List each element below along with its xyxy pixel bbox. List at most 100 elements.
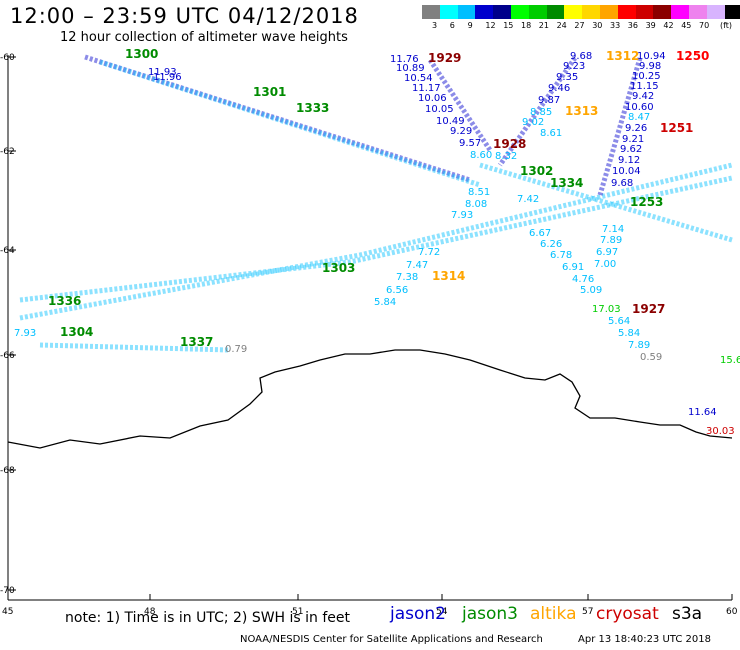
wave-height-value: 9.35 [556, 72, 578, 83]
pass-time-label: 1336 [48, 294, 81, 308]
pass-time-label: 1302 [520, 164, 553, 178]
wave-height-value: 6.26 [540, 239, 562, 250]
pass-time-label: 1314 [432, 269, 465, 283]
pass-time-label: 1253 [630, 195, 663, 209]
wave-height-value: 7.47 [406, 260, 428, 271]
lat-label: -60 [0, 53, 15, 63]
pass-time-label: 1333 [296, 101, 329, 115]
wave-height-value: 9.21 [622, 134, 644, 145]
pass-time-label: 1927 [632, 302, 665, 316]
legend-swatch [546, 5, 565, 19]
wave-height-value: 10.54 [404, 73, 433, 84]
wave-height-value: 6.91 [562, 262, 584, 273]
pass-time-label: 1250 [676, 49, 709, 63]
wave-height-value: 4.76 [572, 274, 594, 285]
wave-height-value: 6.97 [596, 247, 618, 258]
legend-unit: (ft) [720, 21, 733, 30]
wave-height-value: 7.14 [602, 224, 624, 235]
legend-swatch [564, 5, 583, 19]
pass-time-label: 1928 [493, 137, 526, 151]
wave-height-value: 8.51 [468, 187, 490, 198]
satellite-track [84, 54, 471, 183]
legend-swatch [493, 5, 511, 19]
wave-height-value: 5.09 [580, 285, 602, 296]
satellite-track [19, 162, 733, 321]
legend-swatch [653, 5, 672, 19]
wave-height-value: 10.25 [632, 71, 661, 82]
lon-label: 51 [292, 607, 303, 617]
wave-height-value: 11.76 [390, 54, 419, 65]
wave-height-value: 9.46 [548, 83, 570, 94]
legend-swatch [582, 5, 600, 19]
legend-number: 21 [538, 21, 549, 30]
legend-number: 6 [449, 21, 455, 30]
legend-number: 33 [610, 21, 621, 30]
wave-height-value: 10.06 [418, 93, 447, 104]
wave-height-value: 9.98 [639, 61, 661, 72]
satellite-track [99, 59, 481, 188]
lon-label: 60 [726, 607, 738, 617]
wave-height-value: 9.68 [611, 178, 633, 189]
lat-label: -70 [0, 586, 15, 596]
wave-height-value: 6.56 [386, 285, 408, 296]
wave-height-value: 15.6 [720, 355, 740, 366]
wave-height-value: 11.15 [630, 81, 659, 92]
credit-date: Apr 13 18:40:23 UTC 2018 [578, 634, 711, 645]
wave-height-value: 5.84 [618, 328, 640, 339]
lon-label: 45 [2, 607, 13, 617]
legend-number: 15 [503, 21, 514, 30]
wave-height-value: 9.62 [620, 144, 642, 155]
wave-height-value: 10.94 [637, 51, 666, 62]
wave-height-value: 10.89 [396, 63, 425, 74]
map-subtitle: 12 hour collection of altimeter wave hei… [60, 30, 348, 45]
pass-time-label: 1929 [428, 51, 461, 65]
lon-label: 54 [436, 607, 448, 617]
pass-time-label: 1312 [606, 49, 639, 63]
legend-number: 27 [574, 21, 585, 30]
wave-height-value: 8.60 [470, 150, 492, 161]
color-legend [422, 5, 740, 19]
lon-label: 48 [144, 607, 156, 617]
legend-number: 18 [521, 21, 532, 30]
wave-height-value: 9.29 [450, 126, 472, 137]
wave-height-value: 7.89 [600, 235, 622, 246]
lon-label: 57 [582, 607, 593, 617]
satellite-name: cryosat [596, 604, 659, 624]
wave-height-value: 7.42 [517, 194, 539, 205]
legend-number: 42 [663, 21, 674, 30]
legend-swatch [510, 5, 529, 19]
wave-height-value: 9.12 [618, 155, 640, 166]
pass-time-label: 1301 [253, 85, 286, 99]
legend-swatch [635, 5, 654, 19]
wave-height-value: 9.42 [632, 91, 654, 102]
wave-height-value: 9.02 [522, 117, 544, 128]
pass-time-label: 1313 [565, 104, 598, 118]
wave-height-value: 11.17 [412, 83, 441, 94]
wave-height-value: 9.68 [570, 51, 592, 62]
legend-number: 39 [645, 21, 656, 30]
wave-height-value: 9.26 [625, 123, 647, 134]
legend-swatch [528, 5, 547, 19]
wave-height-value: 9.87 [538, 95, 560, 106]
wave-height-value: 7.93 [14, 328, 36, 339]
wave-height-value: 0.79 [225, 344, 247, 355]
pass-time-label: 1304 [60, 325, 93, 339]
wave-height-value: 11.64 [688, 407, 717, 418]
wave-height-value: 0.59 [640, 352, 662, 363]
satellite-name: s3a [672, 604, 703, 624]
legend-swatch [724, 5, 740, 19]
wave-height-value: 11.93 [148, 67, 177, 78]
pass-time-label: 1303 [322, 261, 355, 275]
lat-label: -66 [0, 351, 15, 361]
wave-height-value: 10.04 [612, 166, 641, 177]
satellite-track [39, 342, 231, 353]
legend-number: 12 [485, 21, 496, 30]
pass-time-label: 1300 [125, 47, 158, 61]
wave-height-value: 8.47 [628, 112, 650, 123]
lat-label: -68 [0, 466, 15, 476]
legend-swatch [706, 5, 725, 19]
wave-height-value: 5.84 [374, 297, 396, 308]
legend-number: 36 [627, 21, 638, 30]
wave-height-value: 7.72 [418, 247, 440, 258]
wave-height-value: 10.60 [625, 102, 654, 113]
